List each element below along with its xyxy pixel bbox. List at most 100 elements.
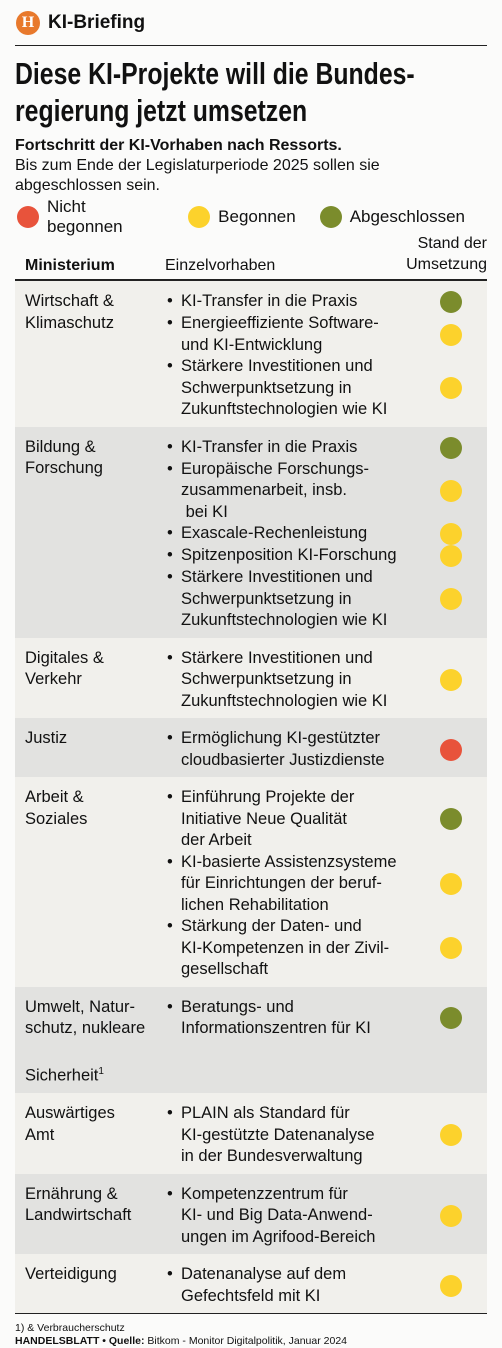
status-dot (440, 545, 462, 567)
project-line: Schwerpunktsetzung in (181, 589, 352, 608)
description-line: abgeschlossen sein. (15, 177, 160, 194)
project-item: Stärkere Investitionen und Schwerpunktset… (165, 567, 487, 632)
items: Ermöglichung KI-gestützter cloudbasierter… (165, 728, 487, 771)
project-text: Stärkere Investitionen und Schwerpunktset… (165, 567, 440, 632)
subtitle: Fortschritt der KI-Vorhaben nach Ressort… (15, 137, 342, 154)
ministry-line: Auswärtiges (25, 1104, 115, 1122)
legend-label: Abgeschlossen (349, 207, 465, 226)
project-text: Stärkung der Daten- und KI-Kompetenzen in… (165, 916, 440, 981)
header-ministry: Ministerium (25, 257, 115, 274)
project-line: KI-Transfer in die Praxis (181, 292, 358, 311)
project-text: Datenanalyse auf dem Gefechtsfeld mit KI (165, 1264, 440, 1307)
project-item: Stärkung der Daten- und KI-Kompetenzen in… (165, 916, 487, 981)
project-text: Beratungs- und Informationszentren für KI (165, 997, 440, 1040)
ministry-line: schutz, nukleare (25, 1019, 146, 1037)
title-line: regierung jetzt umsetzen (15, 93, 308, 128)
ministry-line: Verteidigung (25, 1265, 117, 1283)
table-row: Ernährung & Landwirtschaft Kompetenzzentru… (15, 1173, 487, 1254)
ministry: Arbeit & Soziales (25, 787, 165, 981)
ministry-line: Verkehr (25, 670, 82, 688)
project-item: Energieeffiziente Software-und KI-Entwic… (165, 313, 487, 356)
legend-item: Begonnen (186, 206, 296, 228)
ministry: Justiz (25, 728, 165, 771)
project-text: Europäische Forschungs-zusammenarbeit, i… (165, 459, 440, 524)
footer: 1) & Verbraucherschutz HANDELSBLATT • Qu… (15, 1313, 487, 1348)
project-item: Einführung Projekte der Initiative Neue Q… (165, 787, 487, 852)
project-line: KI-Transfer in die Praxis (181, 437, 358, 456)
project-line: Einführung Projekte der (181, 788, 355, 806)
status-dot (440, 1124, 462, 1147)
project-text: Energieeffiziente Software-und KI-Entwic… (165, 313, 440, 356)
status-dot (440, 291, 462, 313)
project-line: Exascale-Rechenleistung (181, 524, 368, 543)
ministry: Digitales & Verkehr (25, 648, 165, 713)
project-line: bei KI (181, 502, 228, 521)
ministry-line: Umwelt, Natur- (25, 997, 136, 1016)
table-row: Umwelt, Natur-schutz, nukleare Sicherheit… (15, 986, 487, 1093)
header-status-line: Stand der (417, 235, 487, 252)
table-row: Arbeit & Soziales Einführung Projekte der I… (15, 777, 487, 987)
footnote: 1) & Verbraucherschutz (15, 1322, 125, 1334)
ministry: Wirtschaft & Klimaschutz (25, 291, 165, 421)
ministry-line: Landwirtschaft (25, 1206, 132, 1224)
project-text: Einführung Projekte der Initiative Neue Q… (165, 787, 440, 852)
project-line: Stärkere Investitionen und (181, 568, 373, 586)
status-dot (440, 808, 462, 831)
project-item: Europäische Forschungs-zusammenarbeit, i… (165, 459, 487, 524)
project-text: KI-basierte Assistenzsysteme für Einricht… (165, 852, 440, 917)
header: H KI-Briefing (15, 0, 487, 46)
project-text: Stärkere Investitionen und Schwerpunktset… (165, 648, 440, 713)
table-row: Bildung & Forschung KI-Transfer in die Pra… (15, 426, 487, 638)
status-dot (440, 872, 462, 895)
items: Stärkere Investitionen und Schwerpunktset… (165, 648, 487, 713)
ministry-line: Klimaschutz (25, 313, 114, 332)
project-text: Stärkere Investitionen und Schwerpunktset… (165, 356, 440, 421)
ministry: Bildung & Forschung (25, 437, 165, 632)
status-dot (440, 1007, 462, 1029)
table-row: Justiz Ermöglichung KI-gestützter cloudbas… (15, 718, 487, 777)
project-line: Ermöglichung KI-gestützter (181, 729, 381, 747)
legend-item: Nicht begonnen (15, 197, 164, 237)
project-line: Initiative Neue Qualität (181, 809, 348, 828)
project-line: Stärkere Investitionen und (181, 357, 373, 375)
source-label: HANDELSBLATT • Quelle: (15, 1335, 145, 1347)
items: KI-Transfer in die Praxis Energieeffizien… (165, 291, 487, 421)
project-line: KI-basierte Assistenzsysteme (181, 852, 397, 871)
ministry-line: Wirtschaft & (25, 292, 114, 310)
ministry-line: Forschung (25, 459, 103, 477)
project-line: lichen Rehabilitation (181, 895, 329, 914)
ministry: Verteidigung (25, 1264, 165, 1307)
project-line: der Arbeit (181, 831, 252, 849)
project-item: PLAIN als Standard für KI-gestützte Daten… (165, 1103, 487, 1168)
project-text: Kompetenzzentrum für KI- und Big Data-Anw… (165, 1184, 440, 1249)
description-line: Bis zum Ende der Legislaturperiode 2025 … (15, 157, 380, 174)
project-line: Spitzenposition KI-Forschung (181, 546, 397, 565)
project-line: KI-gestützte Datenanalyse (181, 1125, 375, 1144)
footnote-mark: 1 (98, 1066, 104, 1077)
status-dot (440, 377, 462, 400)
project-line: Zukunftstechnologien wie KI (181, 400, 388, 418)
project-line: Zukunftstechnologien wie KI (181, 691, 388, 710)
items: Kompetenzzentrum für KI- und Big Data-Anw… (165, 1184, 487, 1249)
table-body: Wirtschaft & Klimaschutz KI-Transfer in di… (15, 281, 487, 1313)
status-dot (440, 588, 462, 611)
project-line: gesellschaft (181, 960, 269, 978)
project-line: Europäische Forschungs- (181, 459, 370, 478)
project-text: PLAIN als Standard für KI-gestützte Daten… (165, 1103, 440, 1168)
project-line: in der Bundesverwaltung (181, 1147, 363, 1165)
project-line: Stärkung der Daten- und (181, 917, 362, 935)
project-line: Energieeffiziente Software- (181, 314, 379, 332)
brand: KI-Briefing (48, 11, 146, 33)
table-row: Verteidigung Datenanalyse auf dem Gefechts… (15, 1254, 487, 1313)
project-text: Ermöglichung KI-gestützter cloudbasierter… (165, 728, 440, 771)
project-text: KI-Transfer in die Praxis (165, 291, 440, 313)
project-line: Kompetenzzentrum für (181, 1184, 348, 1203)
header-status: Stand der Umsetzung (406, 233, 487, 275)
project-line: Informationszentren für KI (181, 1019, 371, 1037)
project-line: für Einrichtungen der beruf- (181, 874, 382, 892)
project-item: Spitzenposition KI-Forschung (165, 545, 487, 567)
ministry: Ernährung & Landwirtschaft (25, 1184, 165, 1249)
legend: Nicht begonnen Begonnen Abgeschlossen (15, 197, 487, 236)
project-line: Zukunftstechnologien wie KI (181, 611, 388, 629)
